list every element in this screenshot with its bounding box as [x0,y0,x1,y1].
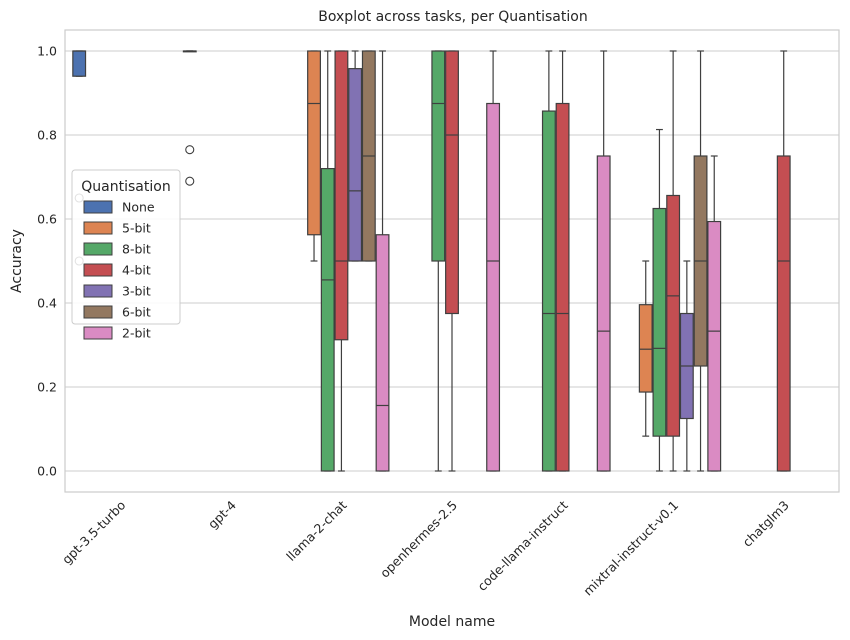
box-body [348,68,363,262]
box-body [776,155,791,472]
legend-label-8-bit: 8-bit [122,242,151,257]
y-tick-labels: 0.0 0.2 0.4 0.6 0.8 1.0 [37,44,57,479]
box-mixtral-instruct-v0.1-2-bit [707,155,722,472]
box-openhermes-2.5-4-bit [445,50,459,472]
box-body [486,102,501,472]
y-tick-label: 0.4 [37,296,57,311]
box-mixtral-instruct-v0.1-4-bit [666,50,681,472]
box-body [431,50,446,262]
box-body [541,110,556,472]
box-openhermes-2.5-2-bit [486,50,501,472]
box-openhermes-2.5-8-bit [431,50,446,472]
y-tick-label: 1.0 [37,44,57,59]
box-llama-2-chat-6-bit [361,50,376,262]
box-body [445,50,459,315]
chart-title: Boxplot across tasks, per Quantisation [318,9,587,25]
box-body [666,194,681,437]
legend-swatch-5-bit [83,221,113,235]
outlier-point [185,145,195,155]
box-llama-2-chat-2-bit [375,50,390,472]
legend-label-2-bit: 2-bit [122,326,151,341]
box-code-llama-instruct-8-bit [541,50,556,472]
box-body [707,220,722,472]
legend-label-4-bit: 4-bit [122,263,151,278]
box-body [638,304,653,393]
legend-swatch-None [83,200,113,214]
box-body [320,168,335,472]
y-tick-label: 0.2 [37,380,57,395]
box-body [72,50,87,77]
box-body [555,102,570,472]
y-tick-label: 0.6 [37,212,57,227]
legend-swatch-3-bit [83,284,113,298]
x-tick-label: llama-2-chat [283,497,349,563]
legend-swatch-6-bit [83,305,113,319]
y-tick-label: 0.0 [37,464,57,479]
x-tick-label: gpt-4 [205,497,239,531]
box-llama-2-chat-8-bit [320,50,335,472]
outlier-point [185,176,195,186]
legend-swatch-4-bit [83,263,113,277]
x-tick-label: mixtral-instruct-v0.1 [580,498,681,599]
legend-label-5-bit: 5-bit [122,221,151,236]
x-tick-label: gpt-3.5-turbo [59,498,128,567]
box-mixtral-instruct-v0.1-8-bit [652,128,667,472]
box-mixtral-instruct-v0.1-5-bit [638,260,653,437]
legend: Quantisation None 5-bit 8-bit 4-bit 3-bit 6-b… [71,169,181,341]
x-tick-labels: gpt-3.5-turbo gpt-4 llama-2-chat openhermes… [59,497,792,598]
legend-title: Quantisation [81,179,170,195]
box-body [334,50,349,341]
x-axis-label: Model name [409,614,495,630]
box-series [72,50,791,472]
box-chatglm3-4-bit [776,50,791,472]
legend-label-None: None [122,200,155,215]
box-mixtral-instruct-v0.1-6-bit [693,50,708,472]
x-tick-label: code-llama-instruct [474,497,570,593]
legend-swatch-8-bit [83,242,113,256]
legend-label-3-bit: 3-bit [122,284,151,299]
box-mixtral-instruct-v0.1-3-bit [679,260,694,472]
legend-swatch-2-bit [83,326,113,340]
box-body [596,155,611,472]
box-llama-2-chat-3-bit [348,50,363,262]
box-gpt-4-None [182,50,197,186]
box-body [375,234,390,472]
box-llama-2-chat-4-bit [334,50,349,472]
legend-label-6-bit: 6-bit [122,305,151,320]
box-code-llama-instruct-2-bit [596,50,611,472]
y-axis-label: Accuracy [9,229,25,293]
box-llama-2-chat-5-bit [307,50,321,262]
box-body [307,50,321,236]
y-tick-label: 0.8 [37,128,57,143]
legend-items: None 5-bit 8-bit 4-bit 3-bit 6-bit 2-bit [83,200,155,341]
box-body [652,207,667,437]
x-tick-label: openhermes-2.5 [377,498,460,581]
box-code-llama-instruct-4-bit [555,50,570,472]
x-tick-label: chatglm3 [740,498,792,550]
